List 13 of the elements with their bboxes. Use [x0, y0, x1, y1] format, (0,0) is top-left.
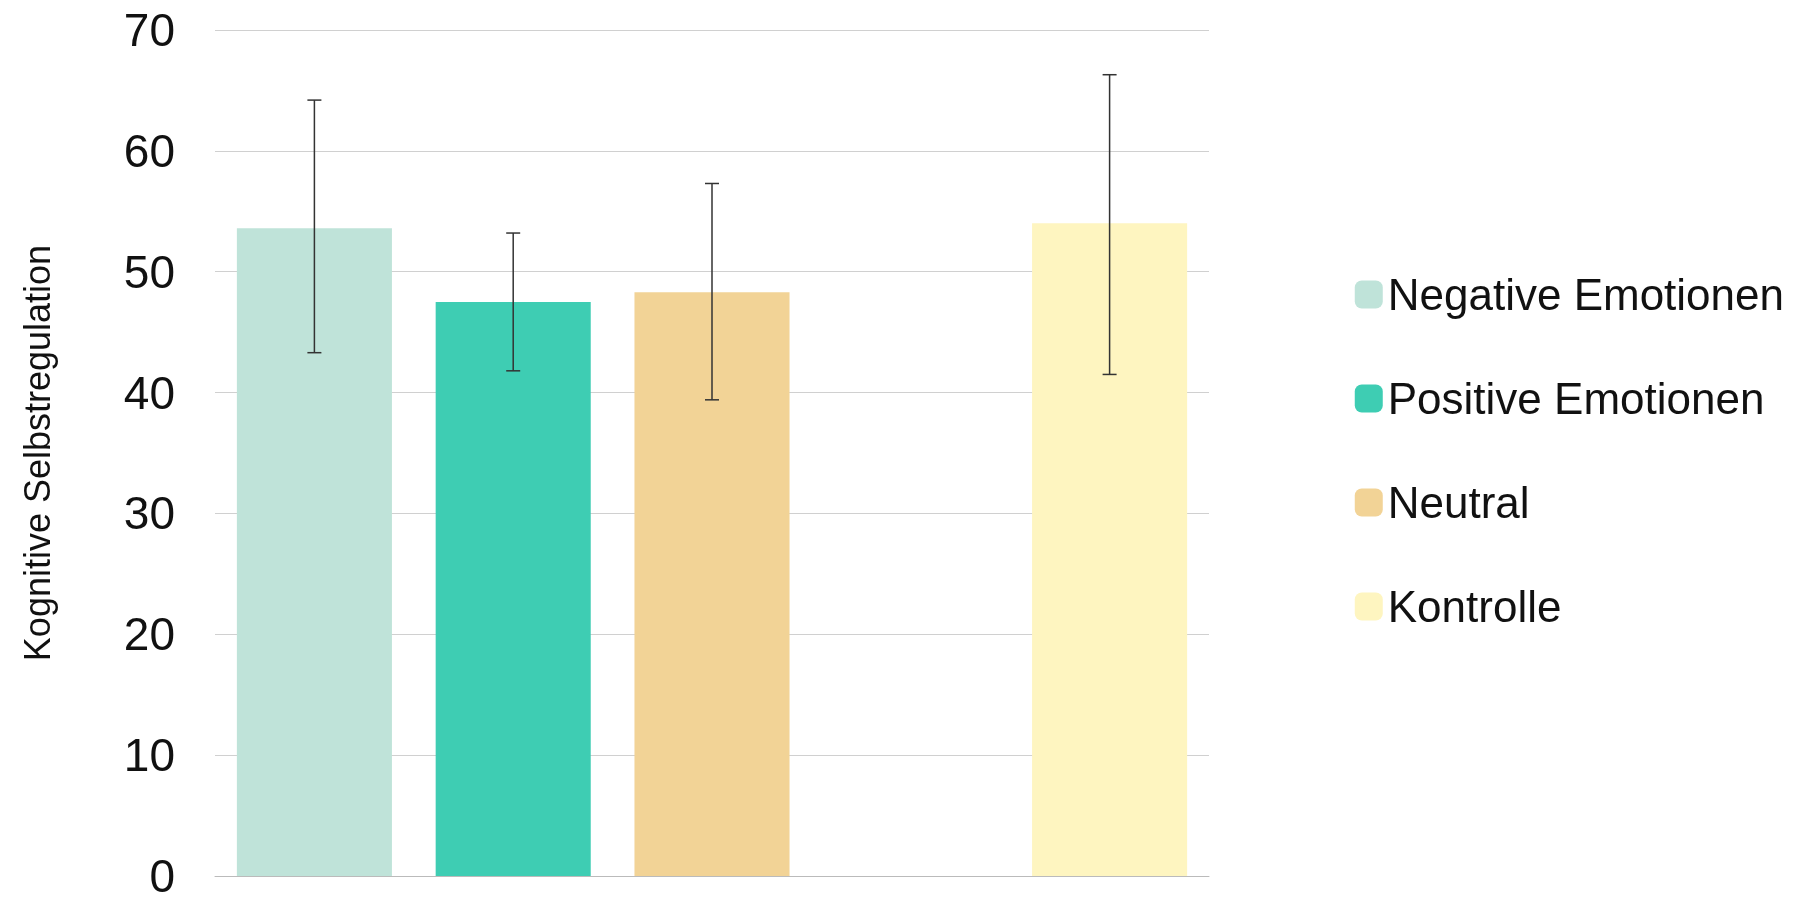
y-axis-title: Kognitive Selbstregulation	[16, 244, 58, 662]
y-tick-label: 0	[149, 850, 175, 901]
y-tick-label: 50	[123, 245, 175, 298]
legend-label: Negative Emotionen	[1387, 270, 1785, 319]
legend-label: Kontrolle	[1387, 582, 1562, 631]
legend-label: Neutral	[1387, 478, 1530, 527]
y-tick-label: 70	[123, 4, 175, 56]
y-tick-label: 20	[123, 608, 175, 661]
y-tick-label: 30	[123, 487, 175, 540]
legend-label: Positive Emotionen	[1387, 374, 1765, 423]
y-tick-label: 10	[123, 729, 175, 782]
y-tick-label: 40	[123, 366, 175, 419]
y-tick-label: 60	[123, 124, 175, 177]
